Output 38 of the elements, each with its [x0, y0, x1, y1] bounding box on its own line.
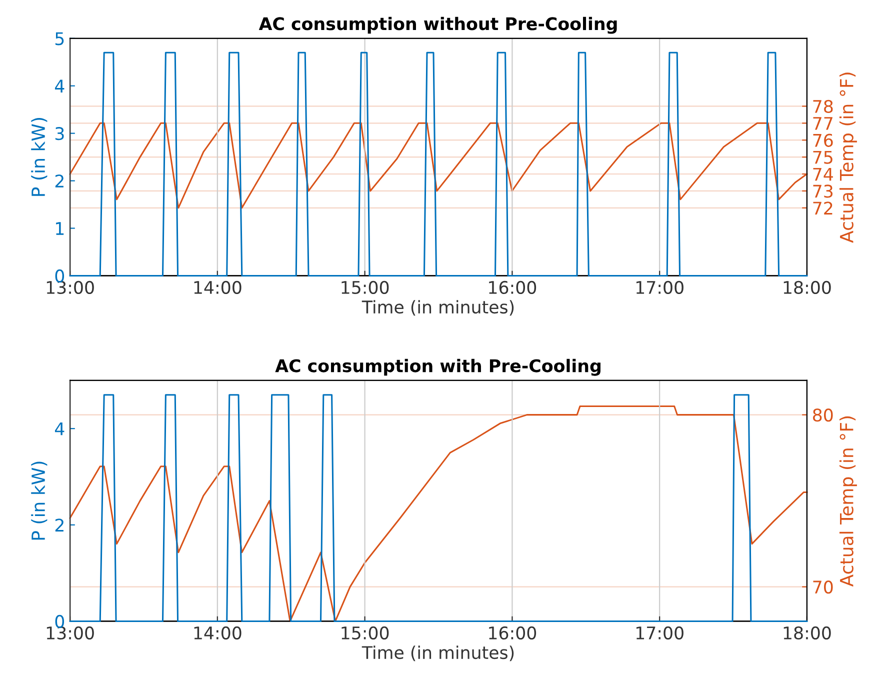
y-axis-title: P (in kW) [31, 118, 48, 196]
y-axis-title: P (in kW) [31, 462, 48, 540]
x-tick-label: 18:00 [784, 280, 831, 294]
y-tick-label: 0 [55, 614, 64, 628]
y-tick-label: 2 [55, 518, 64, 532]
x-tick-label: 16:00 [489, 280, 536, 294]
y2-axis-title: Actual Temp (in °F) [839, 416, 857, 587]
x-tick-label: 18:00 [784, 626, 831, 640]
y-tick-label: 5 [55, 32, 64, 46]
x-tick-label: 17:00 [636, 626, 684, 640]
y2-tick-label: 73 [813, 184, 833, 198]
y-tick-label: 3 [55, 127, 64, 140]
y2-tick-label: 78 [813, 100, 833, 114]
x-axis-title: Time (in minutes) [362, 646, 514, 662]
y2-tick-label: 74 [813, 168, 833, 181]
chart-title: AC consumption with Pre-Cooling [275, 358, 600, 376]
y2-axis-title: Actual Temp (in °F) [839, 72, 857, 243]
y2-tick-label: 80 [813, 408, 833, 422]
y2-tick-label: 70 [813, 580, 833, 594]
x-tick-label: 13:00 [46, 280, 94, 294]
y2-tick-label: 75 [813, 150, 832, 164]
x-tick-label: 14:00 [194, 626, 242, 640]
x-tick-label: 16:00 [489, 626, 536, 640]
x-tick-label: 13:00 [46, 626, 94, 640]
y2-tick-label: 76 [813, 134, 833, 147]
x-tick-label: 15:00 [342, 280, 389, 294]
x-tick-label: 14:00 [194, 280, 242, 294]
chart-title: AC consumption without Pre-Cooling [258, 16, 617, 34]
y-tick-label: 1 [56, 222, 64, 235]
x-tick-label: 17:00 [636, 280, 684, 294]
y2-tick-label: 77 [813, 117, 832, 130]
x-tick-label: 15:00 [342, 626, 389, 640]
y2-tick-label: 72 [813, 202, 832, 214]
x-axis-title: Time (in minutes) [362, 300, 514, 316]
y-tick-label: 4 [54, 80, 64, 92]
y-tick-label: 4 [54, 422, 64, 436]
y-tick-label: 0 [55, 269, 64, 283]
y-tick-label: 2 [55, 174, 64, 188]
